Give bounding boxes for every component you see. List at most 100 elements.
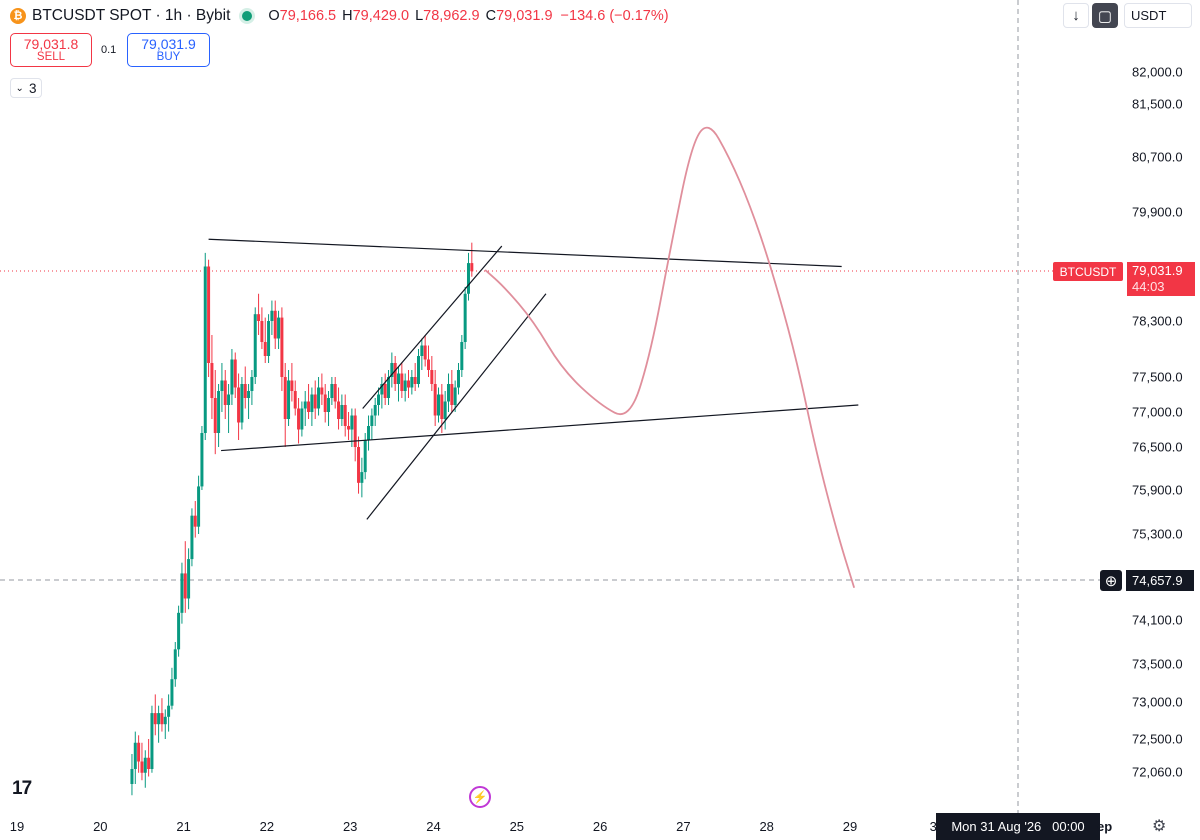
candle-body[interactable]: [247, 391, 251, 398]
candle-body[interactable]: [410, 377, 414, 388]
candle-body[interactable]: [283, 377, 287, 419]
buy-button[interactable]: 79,031.9 BUY: [127, 33, 210, 67]
candle-body[interactable]: [313, 394, 317, 409]
candle-body[interactable]: [337, 401, 341, 420]
candle-body[interactable]: [453, 387, 457, 406]
candle-body[interactable]: [393, 363, 397, 384]
candle-body[interactable]: [433, 384, 437, 416]
trendline[interactable]: [362, 245, 503, 409]
candle-body[interactable]: [443, 401, 447, 420]
candle-body[interactable]: [430, 370, 434, 384]
candle-body[interactable]: [193, 515, 197, 527]
candle-body[interactable]: [253, 314, 257, 377]
candle-body[interactable]: [370, 415, 374, 427]
candle-body[interactable]: [367, 426, 371, 440]
candle-body[interactable]: [233, 359, 237, 388]
candle-body[interactable]: [147, 757, 151, 769]
candle-body[interactable]: [373, 405, 377, 416]
candle-body[interactable]: [280, 317, 284, 377]
candle-body[interactable]: [180, 573, 184, 613]
candle-body[interactable]: [377, 394, 381, 406]
candle-body[interactable]: [177, 612, 181, 650]
candle-body[interactable]: [290, 380, 294, 392]
candle-body[interactable]: [327, 398, 331, 412]
trendline[interactable]: [366, 293, 547, 520]
candle-body[interactable]: [210, 363, 214, 398]
screenshot-icon[interactable]: ▢: [1092, 3, 1118, 28]
candle-body[interactable]: [303, 401, 307, 409]
candle-body[interactable]: [350, 415, 354, 430]
candle-body[interactable]: [466, 263, 470, 294]
candle-body[interactable]: [223, 380, 227, 406]
candle-body[interactable]: [257, 314, 261, 321]
candle-body[interactable]: [300, 408, 304, 430]
add-alert-plus-icon[interactable]: ⊕: [1100, 570, 1122, 591]
candle-body[interactable]: [413, 377, 417, 384]
candle-body[interactable]: [333, 384, 337, 402]
candle-body[interactable]: [440, 394, 444, 420]
candle-body[interactable]: [340, 405, 344, 419]
gear-icon[interactable]: ⚙: [1152, 818, 1167, 835]
lightning-icon[interactable]: ⚡: [469, 786, 491, 808]
candle-body[interactable]: [463, 293, 467, 342]
candle-body[interactable]: [297, 408, 301, 430]
symbol-title[interactable]: BTCUSDT SPOT · 1h · Bybit: [32, 7, 231, 24]
indicators-toggle[interactable]: ⌄ 3: [10, 78, 42, 98]
candle-body[interactable]: [450, 384, 454, 405]
candle-body[interactable]: [293, 391, 297, 409]
candle-body[interactable]: [357, 447, 361, 483]
candle-body[interactable]: [130, 769, 134, 784]
candle-body[interactable]: [403, 380, 407, 392]
candle-body[interactable]: [390, 363, 394, 377]
candle-body[interactable]: [220, 380, 224, 392]
candle-body[interactable]: [397, 373, 401, 385]
candle-body[interactable]: [190, 515, 194, 560]
candle-body[interactable]: [173, 649, 177, 680]
candle-body[interactable]: [310, 394, 314, 413]
candle-body[interactable]: [287, 380, 291, 420]
candle-body[interactable]: [237, 387, 241, 423]
candle-body[interactable]: [140, 761, 144, 773]
candle-body[interactable]: [163, 716, 167, 725]
candle-body[interactable]: [167, 705, 171, 717]
candle-body[interactable]: [380, 384, 384, 395]
candle-body[interactable]: [260, 321, 264, 342]
candle-body[interactable]: [153, 713, 157, 725]
candle-body[interactable]: [307, 401, 311, 413]
candle-body[interactable]: [197, 486, 201, 527]
candle-body[interactable]: [250, 377, 254, 391]
candle-body[interactable]: [436, 394, 440, 416]
candle-body[interactable]: [243, 384, 247, 398]
candle-body[interactable]: [317, 387, 321, 409]
download-icon[interactable]: ↓: [1063, 3, 1089, 28]
candle-body[interactable]: [200, 433, 204, 487]
candle-body[interactable]: [267, 321, 271, 356]
candle-body[interactable]: [240, 384, 244, 423]
candle-body[interactable]: [137, 742, 141, 762]
candle-body[interactable]: [353, 415, 357, 448]
sell-button[interactable]: 79,031.8 SELL: [10, 33, 92, 67]
candle-body[interactable]: [277, 317, 281, 339]
candle-body[interactable]: [470, 263, 474, 272]
tradingview-logo[interactable]: 17: [12, 778, 32, 799]
candle-body[interactable]: [360, 472, 364, 483]
candle-body[interactable]: [270, 310, 274, 321]
candle-body[interactable]: [420, 345, 424, 357]
trendline[interactable]: [221, 404, 859, 452]
candle-body[interactable]: [460, 342, 464, 370]
candle-body[interactable]: [203, 266, 207, 434]
candle-body[interactable]: [407, 380, 411, 388]
candle-body[interactable]: [207, 266, 211, 364]
candle-body[interactable]: [263, 342, 267, 356]
candle-body[interactable]: [143, 757, 147, 773]
candle-body[interactable]: [160, 713, 164, 725]
trendline[interactable]: [208, 238, 842, 268]
candle-body[interactable]: [187, 559, 191, 599]
candle-body[interactable]: [230, 359, 234, 395]
candle-body[interactable]: [456, 370, 460, 388]
candle-body[interactable]: [400, 373, 404, 392]
candle-body[interactable]: [446, 384, 450, 402]
candle-body[interactable]: [183, 573, 187, 599]
candle-body[interactable]: [170, 679, 174, 706]
